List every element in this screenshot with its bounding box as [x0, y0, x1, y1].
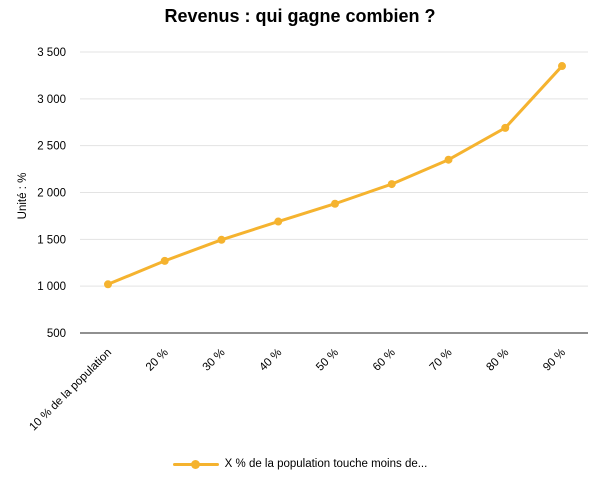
x-tick-label: 10 % de la population	[27, 347, 114, 434]
series	[104, 62, 566, 289]
legend: X % de la population touche moins de...	[0, 458, 600, 470]
x-tick-label: 70 %	[428, 347, 455, 374]
gridlines	[80, 51, 588, 287]
y-tick-labels: 500 1 000 1 500 2 000 2 500 3 000 3 500	[37, 47, 66, 340]
data-point	[387, 180, 396, 189]
data-point	[217, 235, 226, 244]
y-tick-label: 1 500	[37, 234, 66, 246]
data-point	[558, 62, 566, 71]
data-point	[331, 199, 339, 208]
x-tick-label: 30 %	[201, 347, 228, 374]
y-tick-label: 500	[47, 328, 66, 340]
y-tick-label: 3 500	[37, 47, 66, 59]
data-point	[444, 155, 453, 164]
legend-label: X % de la population touche moins de...	[224, 458, 428, 470]
x-tick-label: 60 %	[371, 347, 398, 374]
x-tick-label: 80 %	[484, 347, 511, 374]
y-axis-title: Unité : %	[17, 173, 29, 220]
data-point	[274, 217, 283, 226]
x-tick-label: 90 %	[541, 347, 568, 374]
data-point	[160, 256, 169, 265]
y-tick-label: 2 000	[37, 188, 66, 200]
legend-swatch	[172, 458, 219, 470]
y-tick-label: 1 000	[37, 281, 66, 293]
y-tick-label: 2 500	[37, 141, 66, 153]
x-tick-labels: 10 % de la population 20 % 30 % 40 % 50 % 60 …	[27, 347, 568, 434]
x-tick-label: 20 %	[144, 347, 171, 374]
x-tick-label: 50 %	[314, 347, 341, 374]
data-point	[501, 123, 510, 132]
y-tick-label: 3 000	[37, 94, 66, 106]
data-point	[104, 280, 112, 289]
x-tick-label: 40 %	[257, 347, 284, 374]
chart-title: Revenus : qui gagne combien ?	[164, 6, 436, 26]
